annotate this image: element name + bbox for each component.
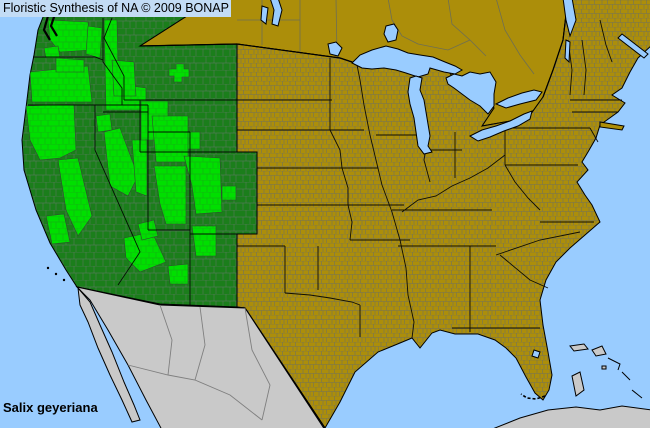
florida-keys: [520, 393, 546, 400]
cuba: [493, 405, 650, 428]
map-title: Floristic Synthesis of NA © 2009 BONAP: [0, 0, 231, 17]
long-island: [599, 121, 625, 131]
baja-peninsula: [77, 286, 141, 423]
puget-sound-inlets: [42, 13, 58, 41]
bahamas-islands: [569, 343, 643, 399]
lake-manitoba: [260, 5, 269, 25]
lake-erie: [468, 110, 533, 142]
great-lakes-and-waterbodies: [260, 0, 649, 359]
lake-nipigon: [383, 23, 399, 43]
present-county-markers: [25, 19, 237, 285]
lake-michigan: [407, 75, 433, 155]
province-boundaries: [237, 0, 535, 75]
lake-of-the-woods: [327, 41, 343, 57]
western-state-boundaries: [28, 17, 257, 305]
channel-islands: [46, 266, 66, 282]
lake-champlain: [564, 39, 571, 64]
mexico-region: [75, 286, 325, 428]
lake-winnipeg: [270, 0, 283, 27]
lake-superior: [351, 45, 464, 78]
mexico-state-boundaries: [127, 304, 271, 421]
western-present-region: [21, 0, 258, 308]
bay-of-fundy: [617, 33, 649, 59]
st-lawrence-river: [562, 0, 577, 38]
species-name-label: Salix geyeriana: [3, 400, 98, 415]
lake-okeechobee: [531, 349, 541, 359]
lake-huron: [445, 71, 497, 115]
lake-ontario: [494, 89, 543, 109]
